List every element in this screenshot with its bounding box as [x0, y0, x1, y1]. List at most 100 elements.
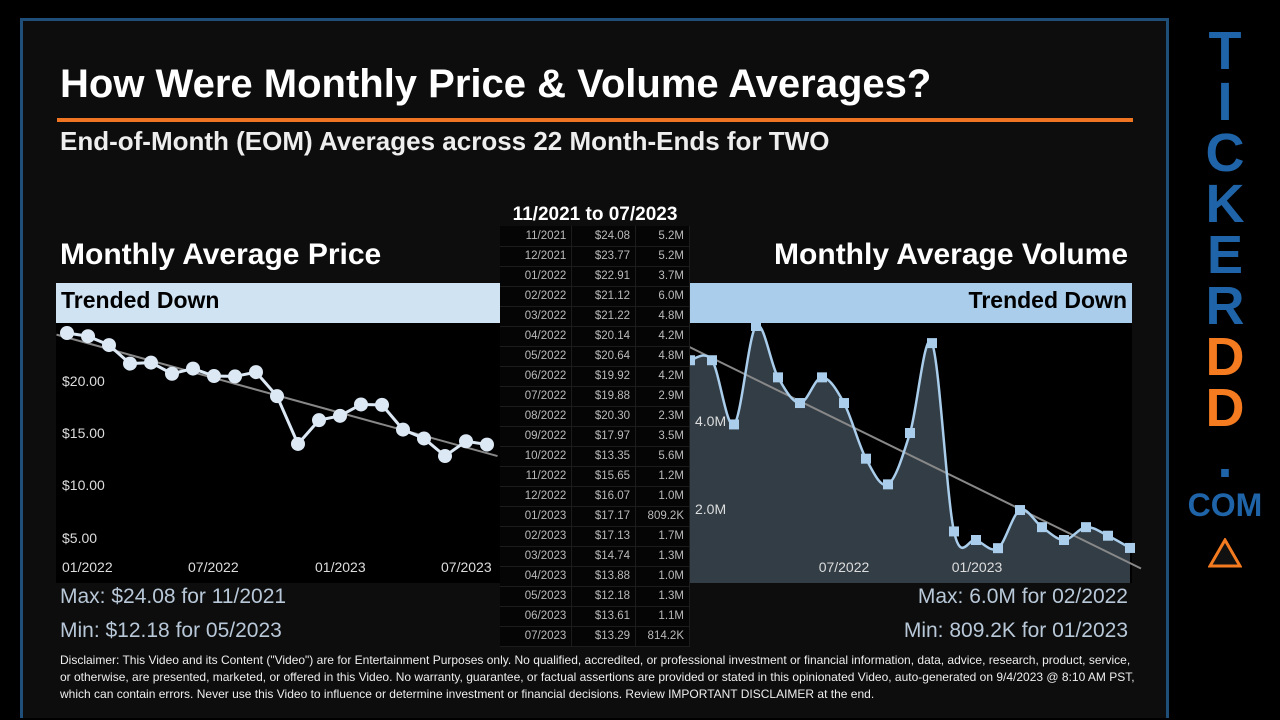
price-cell: $16.07 [571, 486, 637, 507]
price-point [270, 389, 284, 404]
volume-point [773, 372, 783, 383]
table-row: 12/2022 $16.07 1.0M [500, 486, 690, 507]
price-cell: $24.08 [571, 226, 637, 247]
logo-letter: R [1205, 276, 1245, 336]
table-row: 12/2021 $23.77 5.2M [500, 246, 690, 267]
volume-point [839, 398, 849, 409]
table-row: 09/2022 $17.97 3.5M [500, 426, 690, 447]
price-point [291, 436, 305, 451]
price-point [417, 431, 431, 446]
volume-point [993, 543, 1003, 554]
price-heading: Monthly Average Price [60, 238, 382, 271]
month-cell: 07/2022 [500, 386, 573, 407]
price-point [375, 397, 389, 412]
volume-cell: 4.8M [635, 306, 690, 327]
table-row: 05/2022 $20.64 4.8M [500, 346, 690, 367]
price-cell: $19.92 [571, 366, 637, 387]
price-point [333, 408, 347, 423]
price-point [396, 422, 410, 437]
volume-point [795, 398, 805, 409]
month-cell: 03/2022 [500, 306, 573, 327]
volume-point [949, 526, 959, 537]
y-tick-label: $10.00 [62, 477, 105, 493]
price-point [312, 413, 326, 428]
logo-suffix: COM [1187, 487, 1263, 523]
volume-point [751, 321, 761, 331]
logo-letter: T [1208, 21, 1242, 81]
table-row: 03/2023 $14.74 1.3M [500, 546, 690, 567]
price-point [480, 437, 494, 452]
volume-point [861, 453, 871, 464]
price-cell: $17.97 [571, 426, 637, 447]
data-table: 11/2021 $24.08 5.2M 12/2021 $23.77 5.2M 01/202… [500, 226, 690, 647]
price-point [123, 356, 137, 371]
volume-cell: 6.0M [635, 286, 690, 307]
month-cell: 09/2022 [500, 426, 573, 447]
table-row: 06/2023 $13.61 1.1M [500, 606, 690, 627]
x-tick-label: 07/2022 [819, 559, 870, 575]
volume-point [1081, 522, 1091, 533]
table-row: 01/2022 $22.91 3.7M [500, 266, 690, 287]
month-cell: 03/2023 [500, 546, 573, 567]
volume-cell: 4.2M [635, 366, 690, 387]
warning-triangle-icon [1180, 525, 1270, 576]
tickerdd-logo: T I C K E R D D. COM [1180, 21, 1270, 576]
price-point [60, 326, 74, 340]
price-cell: $14.74 [571, 546, 637, 567]
volume-point [1015, 505, 1025, 516]
logo-letter: E [1206, 225, 1244, 285]
table-row: 08/2022 $20.30 2.3M [500, 406, 690, 427]
month-cell: 04/2023 [500, 566, 573, 587]
price-min: Min: $12.18 for 05/2023 [60, 619, 282, 642]
table-row: 07/2023 $13.29 814.2K [500, 626, 690, 647]
logo-letter: D [1205, 378, 1245, 438]
volume-point [1103, 530, 1113, 541]
x-tick-label: 07/2023 [441, 559, 492, 575]
table-row: 07/2022 $19.88 2.9M [500, 386, 690, 407]
volume-point [1059, 535, 1069, 545]
price-cell: $21.12 [571, 286, 637, 307]
volume-cell: 1.3M [635, 586, 690, 607]
price-point [165, 366, 179, 381]
month-cell: 12/2021 [500, 246, 573, 267]
x-tick-label: 01/2023 [952, 559, 1003, 575]
month-cell: 11/2021 [500, 226, 573, 247]
price-point [438, 449, 452, 464]
volume-max: Max: 6.0M for 02/2022 [917, 585, 1128, 608]
month-cell: 06/2023 [500, 606, 573, 627]
volume-cell: 3.5M [635, 426, 690, 447]
subtitle: End-of-Month (EOM) Averages across 22 Mo… [60, 126, 830, 156]
volume-point [1125, 542, 1135, 553]
month-cell: 04/2022 [500, 326, 573, 347]
logo-letter: K [1205, 174, 1245, 234]
volume-point [927, 338, 937, 349]
table-row: 11/2021 $24.08 5.2M [500, 226, 690, 247]
price-cell: $17.17 [571, 506, 637, 527]
price-cell: $13.35 [571, 446, 637, 467]
x-tick-label: 07/2022 [188, 559, 239, 575]
volume-cell: 1.1M [635, 606, 690, 627]
logo-letter: I [1217, 72, 1233, 132]
x-tick-label: 01/2022 [62, 559, 113, 575]
month-cell: 11/2022 [500, 466, 573, 487]
month-cell: 05/2022 [500, 346, 573, 367]
logo-letter: D [1205, 327, 1245, 387]
volume-point [707, 355, 717, 366]
price-point [228, 369, 242, 384]
table-row: 06/2022 $19.92 4.2M [500, 366, 690, 387]
volume-heading: Monthly Average Volume [774, 238, 1128, 271]
volume-cell: 2.3M [635, 406, 690, 427]
table-row: 04/2023 $13.88 1.0M [500, 566, 690, 587]
disclaimer: Disclaimer: This Video and its Content (… [60, 653, 1135, 701]
price-cell: $13.29 [571, 626, 637, 647]
price-cell: $21.22 [571, 306, 637, 327]
volume-cell: 809.2K [635, 506, 690, 527]
y-tick-label: 4.0M [695, 413, 726, 429]
volume-cell: 814.2K [635, 626, 690, 647]
date-range: 11/2021 to 07/2023 [512, 204, 678, 225]
volume-trendline [678, 340, 1142, 570]
y-tick-label: $5.00 [62, 530, 97, 546]
volume-cell: 1.3M [635, 546, 690, 567]
month-cell: 02/2023 [500, 526, 573, 547]
